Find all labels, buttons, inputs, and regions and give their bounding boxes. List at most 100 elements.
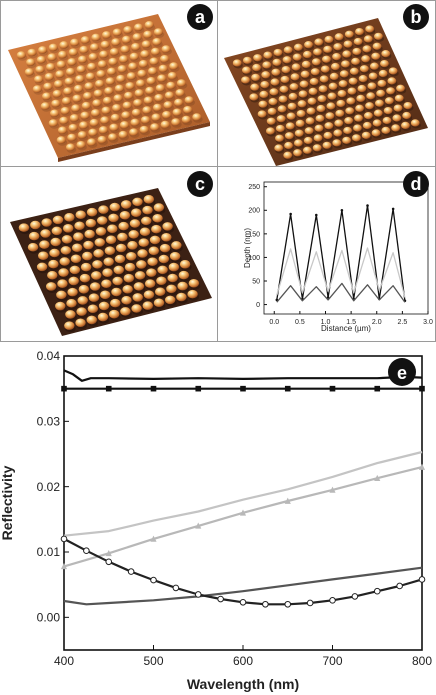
panel-a-bump <box>117 65 127 73</box>
panel-b-bump <box>242 56 252 64</box>
panel-c-bump <box>159 243 171 253</box>
panel-a-bump <box>152 37 162 46</box>
panel-b-bump <box>338 80 348 88</box>
panel-a-bump <box>67 58 77 66</box>
panel-c-bump <box>129 219 141 228</box>
panel-c-bump <box>120 307 131 316</box>
panel-a-bump <box>114 84 124 93</box>
panel-a-bump <box>113 94 123 102</box>
panel-b-bump <box>232 59 242 67</box>
panel-b-bump <box>353 37 363 46</box>
panel-a-bump <box>142 106 152 114</box>
chart-reflectivity: 400 500 600 700 800 0.00 0.01 0.02 0.03 0.04 Wavel… <box>0 349 432 692</box>
panel-a-bump <box>139 125 149 134</box>
panel-c-bump <box>94 238 105 247</box>
panel-a-bump <box>16 51 26 59</box>
panel-b-bump <box>258 100 268 108</box>
panel-b-bump <box>304 41 313 49</box>
panel-a-bump <box>79 45 89 54</box>
x-tick-label: 600 <box>233 654 253 668</box>
y-tick-label: 0 <box>256 302 260 309</box>
panel-a-bump <box>100 116 110 124</box>
panel-c-bump <box>132 293 143 302</box>
panel-a-bump <box>129 52 139 61</box>
panel-b-bump <box>403 101 413 110</box>
y-axis-label: Depth (nm) <box>243 228 252 268</box>
panel-c-bump <box>187 289 198 299</box>
panel-c-bump <box>58 268 69 277</box>
y-tick-label: 0.02 <box>37 480 61 494</box>
panel-b-bump <box>375 99 384 107</box>
panel-a-bump <box>135 79 146 88</box>
panel-c-bump <box>45 282 57 291</box>
panel-b-bump <box>343 40 353 48</box>
panel-b-bump <box>299 80 309 88</box>
panel-a-bump <box>43 82 53 91</box>
panel-a-bump <box>158 64 168 73</box>
panel-c-letter: c <box>195 174 205 194</box>
panel-c-bump <box>108 309 120 319</box>
panel-a-bump <box>90 109 101 117</box>
series-0-point <box>391 207 395 211</box>
panel-c-bump <box>79 273 91 283</box>
panel-c-bump <box>86 207 98 217</box>
panel-b-bump <box>326 102 336 110</box>
panel-b-bump <box>324 122 334 130</box>
panel-b-bump <box>275 124 285 133</box>
panel-c-bump <box>126 251 137 261</box>
x-tick-label: 1.0 <box>321 319 331 326</box>
y-tick-label: 250 <box>248 184 260 191</box>
panel-b-bump <box>249 93 259 101</box>
panel-c-bump <box>138 238 149 247</box>
panel-c-bump <box>69 265 81 275</box>
panel-c-afm-surface: c <box>10 171 213 336</box>
panel-a-bump <box>155 84 165 92</box>
panel-c-bump <box>111 287 122 297</box>
panel-a-bump <box>73 84 83 93</box>
panel-c-bump <box>55 301 66 311</box>
panel-c-bump <box>104 246 116 255</box>
panel-e-letter: e <box>397 363 407 383</box>
panel-a-bump <box>131 43 141 51</box>
panel-b-bump <box>339 70 349 78</box>
panel-a-bump <box>119 121 130 129</box>
panel-c-bump <box>162 222 173 231</box>
panel-b-bump <box>311 58 321 66</box>
panel-b-bump <box>372 119 382 127</box>
panel-c-bump <box>95 227 107 236</box>
panel-b-bump <box>342 136 351 144</box>
panel-c-bump <box>36 262 48 272</box>
panel-b-bump <box>282 56 292 64</box>
panel-b-bump <box>337 90 347 98</box>
panel-b-bump <box>267 107 277 116</box>
panel-c-bump <box>109 202 120 212</box>
series-line-1 <box>276 247 406 298</box>
panel-b-bump <box>388 67 398 75</box>
panel-b-bump <box>344 30 354 38</box>
panel-a-bumps <box>16 20 203 153</box>
series-5-point <box>127 568 135 575</box>
panel-b-bump <box>304 127 314 135</box>
y-tick-label: 0.01 <box>37 545 61 559</box>
panel-c-bump <box>92 260 103 269</box>
panel-a-bump <box>56 136 66 144</box>
panel-a-bump <box>80 36 90 44</box>
series-line-0 <box>63 369 423 382</box>
panel-b-bump <box>260 80 270 89</box>
panel-a-bump <box>32 85 42 93</box>
panel-b-bump <box>262 61 272 69</box>
panel-b-bump <box>341 60 350 68</box>
x-tick-label: 400 <box>54 654 74 668</box>
panel-c-bump <box>83 240 94 250</box>
panel-c-bump <box>110 298 121 308</box>
panel-a-bump <box>60 106 70 115</box>
panel-c-bump <box>93 249 104 258</box>
panel-b-bump <box>362 121 372 130</box>
panel-a-bump <box>76 140 86 149</box>
panel-b-bump <box>286 112 296 120</box>
panel-c-bump <box>27 242 39 252</box>
panel-b-bump <box>348 77 358 85</box>
panel-b-bump <box>351 57 360 65</box>
panel-c-bump <box>142 301 153 310</box>
panel-c-bump <box>39 240 50 249</box>
